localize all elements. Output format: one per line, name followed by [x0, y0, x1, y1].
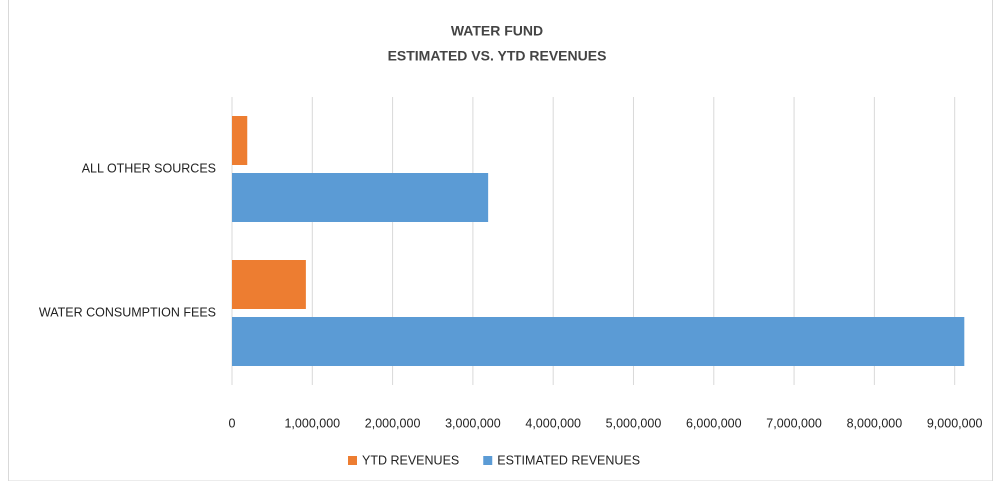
legend-swatch	[483, 456, 493, 465]
bar	[232, 173, 489, 222]
y-tick-label: WATER CONSUMPTION FEES	[39, 305, 216, 319]
x-tick-label: 9,000,000	[927, 416, 983, 430]
legend-label: YTD REVENUES	[362, 453, 459, 467]
x-tick-label: 1,000,000	[284, 416, 340, 430]
y-tick-label: ALL OTHER SOURCES	[82, 161, 216, 175]
x-tick-label: 8,000,000	[847, 416, 903, 430]
legend-label: ESTIMATED REVENUES	[497, 453, 640, 467]
bar	[232, 260, 306, 309]
chart-subtitle: ESTIMATED VS. YTD REVENUES	[388, 48, 607, 64]
legend-swatch	[348, 456, 357, 465]
bar	[232, 317, 965, 366]
x-tick-label: 6,000,000	[686, 416, 742, 430]
x-tick-label: 4,000,000	[525, 416, 581, 430]
x-tick-label: 2,000,000	[365, 416, 421, 430]
chart-frame	[8, 0, 993, 481]
bar	[232, 116, 248, 165]
chart-title: WATER FUND	[451, 23, 543, 39]
x-tick-label: 3,000,000	[445, 416, 501, 430]
x-tick-label: 7,000,000	[766, 416, 822, 430]
x-tick-label: 0	[229, 416, 236, 430]
x-tick-label: 5,000,000	[606, 416, 662, 430]
